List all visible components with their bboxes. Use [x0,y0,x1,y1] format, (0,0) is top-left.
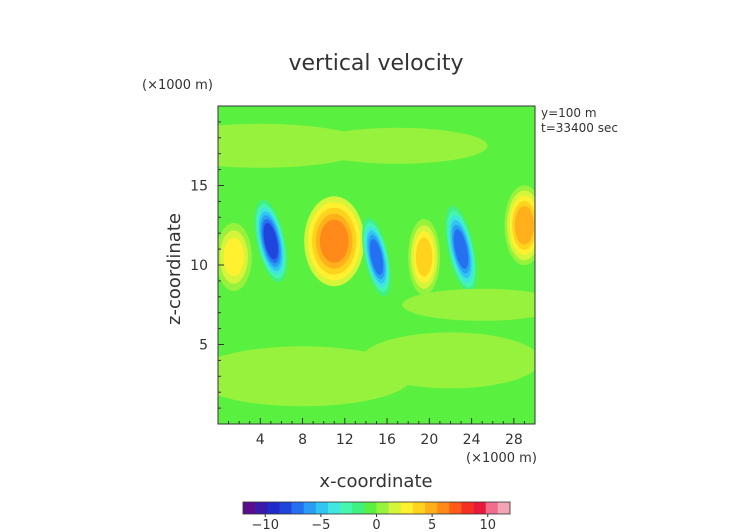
x-tick-label: 24 [463,432,481,448]
colorbar-swatch [388,502,402,514]
colorbar-swatch [243,502,256,514]
colorbar-swatch [279,502,292,514]
colorbar-swatch [437,502,450,514]
x-tick-label: 16 [378,432,396,448]
y-unit-label: (×1000 m) [142,78,213,93]
colorbar-swatch [497,502,511,514]
y-tick-label: 15 [190,179,208,195]
contour-feature [504,185,535,266]
y-tick-label: 10 [190,258,208,274]
contour-band [263,222,278,260]
contour-band [453,229,469,269]
x-tick-label: 28 [505,432,523,448]
contour-band [369,239,384,275]
contour-band [319,219,349,263]
contour-feature [408,219,441,295]
colorbar-swatch [400,502,414,514]
colorbar: −10 −5 0 5 10 [242,501,511,532]
contour-feature [360,332,535,389]
plot-area [217,105,536,425]
contour-band [223,237,244,277]
colorbar-tick-label: 5 [428,518,436,532]
x-unit-label: (×1000 m) [466,451,537,466]
y-axis: 5 10 15 [190,121,224,409]
contour-feature [307,127,488,164]
colorbar-swatch [485,502,499,514]
x-tick-label: 8 [298,432,307,448]
colorbar-swatch [425,502,438,514]
contour-band [514,206,535,245]
colorbar-swatch [449,502,462,514]
y-tick-label: 5 [199,338,208,354]
chart-title: vertical velocity [288,51,463,76]
colorbar-swatch [315,502,329,514]
colorbar-swatch [473,502,487,514]
velocity-field [218,123,535,407]
colorbar-tick-label: −5 [311,518,330,532]
x-axis-label: x-coordinate [319,471,432,492]
contour-band [415,237,433,277]
colorbar-tick-label: 0 [372,518,380,532]
contour-band [402,288,535,321]
x-tick-label: 12 [336,432,354,448]
x-axis: 4 8 12 16 20 24 28 [228,418,525,448]
colorbar-tick-label: −10 [252,518,279,532]
colorbar-tick-label: 10 [479,518,496,532]
y-axis-label: z-coordinate [164,213,185,325]
contour-feature [218,223,252,291]
contour-band [246,295,443,346]
colorbar-swatch [327,502,341,514]
colorbar-swatch [364,502,377,514]
colorbar-swatch [461,502,474,514]
colorbar-swatch [255,502,268,514]
colorbar-swatch [267,502,280,514]
x-tick-label: 4 [256,432,265,448]
contour-feature [254,200,288,283]
contour-feature [304,196,365,287]
contour-feature [445,205,477,293]
colorbar-swatch [340,502,353,514]
contour-band [307,127,488,164]
contour-band [360,332,535,389]
contour-feature [362,217,391,297]
colorbar-swatch [303,502,317,514]
colorbar-swatch [412,502,426,514]
colorbar-swatch [352,502,365,514]
contour-feature [246,295,443,346]
x-tick-label: 20 [420,432,438,448]
annotation-t: t=33400 sec [541,121,618,135]
annotation-y: y=100 m [541,106,597,120]
colorbar-swatch [376,502,389,514]
colorbar-swatch [291,502,304,514]
contour-feature [402,288,535,321]
